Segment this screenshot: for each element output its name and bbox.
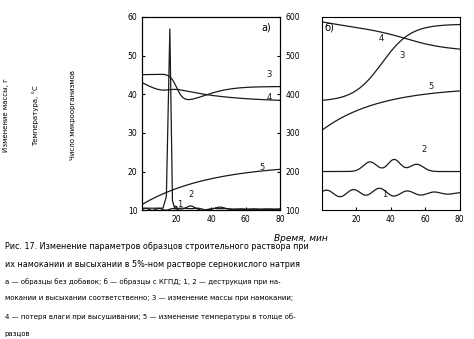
Text: разцов: разцов	[5, 331, 30, 337]
Text: 4: 4	[266, 93, 272, 102]
Text: 1: 1	[177, 200, 182, 210]
Text: а — образцы без добавок; б — образцы с КГПД; 1, 2 — деструкция при на-: а — образцы без добавок; б — образцы с К…	[5, 278, 280, 285]
Text: 3: 3	[266, 70, 272, 79]
Text: 1: 1	[382, 190, 387, 199]
Text: 4 — потеря влаги при высушивании; 5 — изменение температуры в толще об-: 4 — потеря влаги при высушивании; 5 — из…	[5, 313, 295, 320]
Text: 3: 3	[400, 51, 405, 60]
Text: 5: 5	[260, 163, 265, 172]
Text: б): б)	[325, 23, 334, 33]
Text: 2: 2	[189, 190, 194, 199]
Text: Рис. 17. Изменение параметров образцов строительного раствора при: Рис. 17. Изменение параметров образцов с…	[5, 242, 309, 252]
Text: 4: 4	[379, 34, 384, 43]
Text: а): а)	[261, 23, 271, 33]
Text: мокании и высыхании соответственно; 3 — изменение массы при намокании;: мокании и высыхании соответственно; 3 — …	[5, 295, 293, 301]
Text: Изменение массы, г: Изменение массы, г	[3, 78, 9, 152]
Text: Число микроорганизмов: Число микроорганизмов	[71, 70, 76, 160]
Text: 2: 2	[422, 145, 427, 154]
Text: Время, мин: Время, мин	[274, 234, 328, 243]
Text: Температура, °С: Температура, °С	[32, 85, 39, 146]
Text: 5: 5	[428, 82, 434, 92]
Text: их намокании и высыхании в 5%-ном растворе сернокислого натрия: их намокании и высыхании в 5%-ном раство…	[5, 260, 300, 269]
